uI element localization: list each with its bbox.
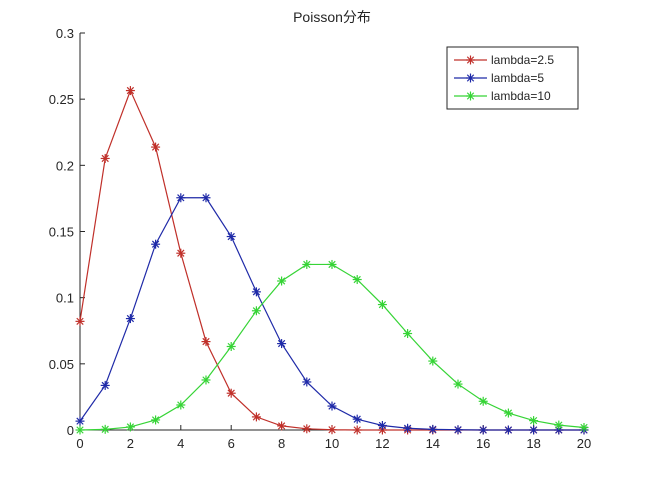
series-line <box>79 197 584 431</box>
y-tick-label: 0.05 <box>49 357 74 372</box>
x-tick-label: 14 <box>426 436 440 451</box>
legend-label: lambda=10 <box>491 89 551 103</box>
data-point <box>327 401 337 411</box>
data-point <box>377 421 387 431</box>
x-tick-label: 8 <box>278 436 285 451</box>
data-point <box>151 415 161 425</box>
data-point <box>201 337 211 347</box>
chart-title: Poisson分布 <box>293 9 371 25</box>
x-tick-label: 4 <box>177 436 184 451</box>
legend-marker <box>466 73 475 83</box>
data-point <box>251 287 261 297</box>
y-tick-label: 0 <box>67 423 74 438</box>
x-tick-label: 12 <box>375 436 389 451</box>
x-tick-label: 2 <box>127 436 134 451</box>
series-layer <box>75 86 589 435</box>
x-tick-label: 10 <box>325 436 339 451</box>
y-tick-label: 0.25 <box>49 92 74 107</box>
data-point <box>327 425 337 435</box>
y-tick-label: 0.2 <box>56 158 74 173</box>
x-tick-label: 16 <box>476 436 490 451</box>
data-point <box>251 412 261 422</box>
data-point <box>226 232 236 242</box>
y-tick-label: 0.1 <box>56 291 74 306</box>
data-point <box>100 153 110 163</box>
legend-box <box>446 46 579 110</box>
y-tick-label: 0.3 <box>56 26 74 41</box>
data-point <box>100 380 110 390</box>
data-point <box>75 416 85 426</box>
data-point <box>453 379 463 389</box>
data-point <box>151 239 161 249</box>
data-point <box>176 248 186 258</box>
data-point <box>403 423 413 433</box>
series-lambda=5 <box>75 193 589 435</box>
x-tick-label: 18 <box>526 436 540 451</box>
data-point <box>100 424 110 434</box>
data-point <box>503 408 513 418</box>
data-point <box>529 416 539 426</box>
data-point <box>176 193 186 203</box>
x-tick-label: 0 <box>76 436 83 451</box>
legend-marker <box>466 55 475 65</box>
legend-label: lambda=2.5 <box>491 53 554 67</box>
data-point <box>352 414 362 424</box>
data-point <box>302 377 312 387</box>
data-point <box>377 300 387 310</box>
data-point <box>428 424 438 434</box>
data-point <box>302 424 312 434</box>
y-tick-label: 0.15 <box>49 225 74 240</box>
data-point <box>277 421 287 431</box>
axes: 0 2 4 6 8 10 12 14 16 18 20 0 0.05 0.1 0.15 0.2 0.25 0.3 <box>49 26 592 451</box>
data-point <box>428 356 438 366</box>
legend: lambda=2.5 lambda=5 lambda=10 <box>446 46 579 110</box>
legend-marker <box>466 91 475 101</box>
data-point <box>75 316 85 326</box>
data-point <box>125 422 135 432</box>
series-lambda=10 <box>75 259 589 435</box>
data-point <box>554 420 564 430</box>
data-point <box>125 314 135 324</box>
data-point <box>327 259 337 269</box>
data-point <box>226 388 236 398</box>
data-point <box>201 375 211 385</box>
data-point <box>75 425 85 435</box>
data-point <box>503 425 513 435</box>
data-point <box>403 329 413 339</box>
data-point <box>478 425 488 435</box>
data-point <box>125 86 135 96</box>
data-point <box>201 193 211 203</box>
data-point <box>176 400 186 410</box>
data-point <box>251 306 261 316</box>
data-point <box>352 275 362 285</box>
data-point <box>478 396 488 406</box>
data-point <box>302 259 312 269</box>
legend-item: lambda=5 <box>454 71 544 85</box>
data-point <box>277 276 287 286</box>
legend-item: lambda=2.5 <box>454 53 554 67</box>
data-point <box>529 425 539 435</box>
data-point <box>352 425 362 435</box>
data-point <box>151 142 161 152</box>
legend-label: lambda=5 <box>491 71 544 85</box>
data-point <box>277 339 287 349</box>
data-point <box>579 422 589 432</box>
data-point <box>226 341 236 351</box>
legend-item: lambda=10 <box>454 89 551 103</box>
data-point <box>453 425 463 435</box>
x-tick-label: 6 <box>228 436 235 451</box>
x-tick-label: 20 <box>577 436 591 451</box>
